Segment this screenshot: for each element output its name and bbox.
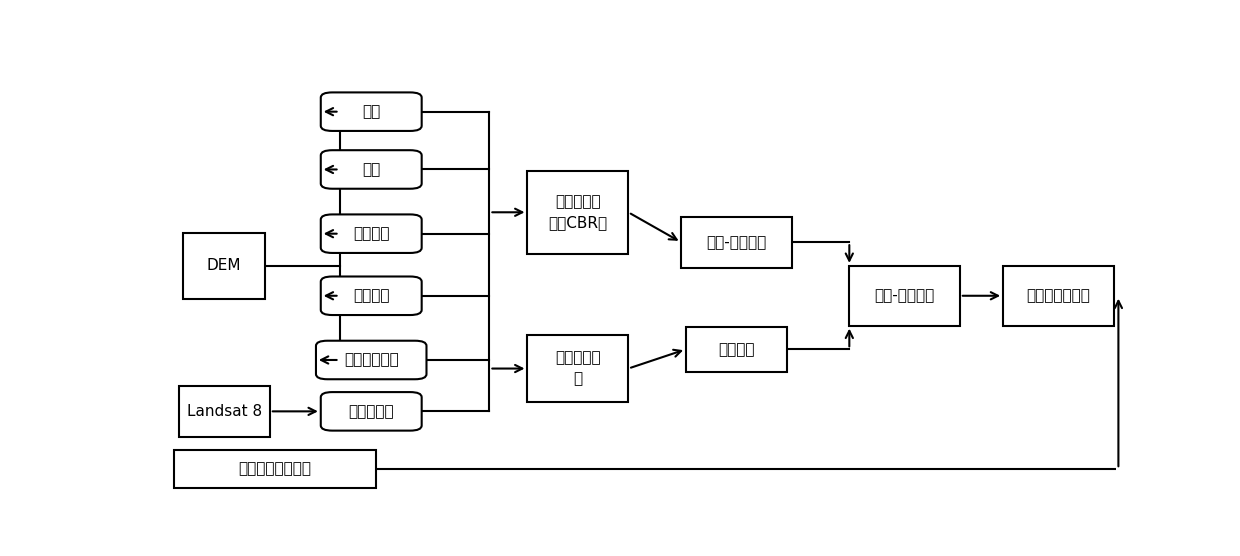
Bar [681,216,791,268]
Text: 高程: 高程 [362,104,381,119]
Text: 模糊推理: 模糊推理 [718,342,755,357]
FancyBboxPatch shape [321,150,422,188]
Text: 人工神经网
络: 人工神经网 络 [556,350,600,386]
Text: 植被覆盖度: 植被覆盖度 [348,404,394,419]
Bar [527,171,629,254]
FancyBboxPatch shape [321,92,422,131]
Bar [849,266,960,326]
Text: 土壤-景观关系: 土壤-景观关系 [707,235,766,250]
Text: 案例推理方
法（CBR）: 案例推理方 法（CBR） [548,194,608,230]
Text: 土壤-景观模型: 土壤-景观模型 [874,288,935,303]
FancyBboxPatch shape [321,215,422,253]
Text: Landsat 8: Landsat 8 [187,404,262,419]
Text: 平面曲率: 平面曲率 [353,226,389,241]
Text: 剖面曲率: 剖面曲率 [353,288,389,303]
Text: 土壤厚度实测数据: 土壤厚度实测数据 [238,461,311,476]
Bar [184,232,265,299]
Bar [179,386,270,437]
FancyBboxPatch shape [321,276,422,315]
Bar [1003,266,1114,326]
Bar [527,335,629,402]
Text: 坡度: 坡度 [362,162,381,177]
Bar [174,450,376,488]
Text: DEM: DEM [207,259,242,274]
FancyBboxPatch shape [316,341,427,379]
Bar [686,327,787,372]
FancyBboxPatch shape [321,392,422,430]
Text: 土壤厚度预测图: 土壤厚度预测图 [1027,288,1090,303]
Text: 地形湿度指数: 地形湿度指数 [343,353,398,368]
